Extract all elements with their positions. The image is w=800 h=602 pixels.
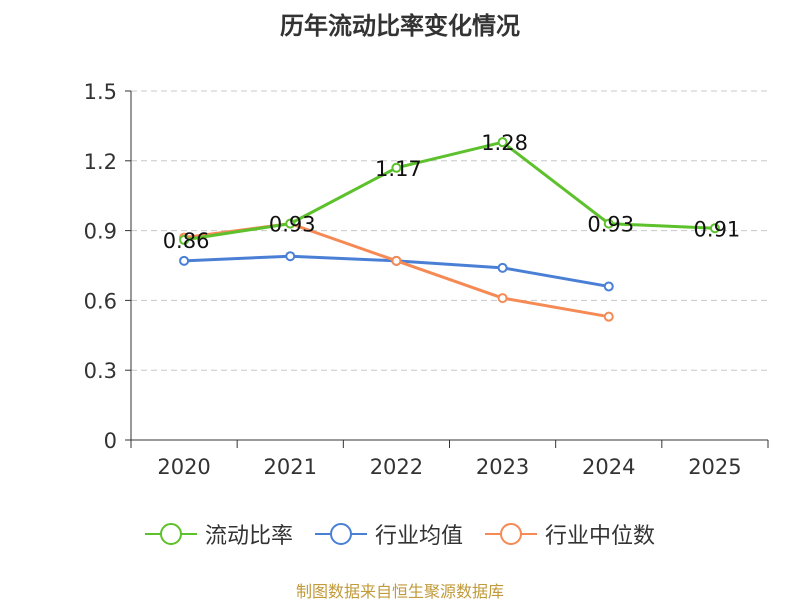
data-source-note: 制图数据来自恒生聚源数据库: [295, 582, 504, 601]
x-tick-label: 2024: [582, 455, 635, 479]
legend: 流动比率 行业均值 行业中位数: [0, 518, 800, 550]
series-line-2: [183, 222, 610, 319]
data-point: [179, 234, 190, 245]
data-label: 0.86: [163, 229, 210, 253]
y-tick-label: 0.9: [84, 220, 117, 244]
series-line-0: [183, 140, 715, 242]
data-point: [497, 137, 508, 148]
data-point: [497, 293, 508, 304]
y-tick-label: 1.2: [84, 150, 117, 174]
data-point: [391, 255, 402, 266]
y-tick-label: 0: [104, 429, 117, 453]
data-point: [603, 218, 614, 229]
data-point: [391, 162, 402, 173]
x-tick-label: 2022: [370, 455, 423, 479]
data-point: [497, 262, 508, 273]
data-label: 1.28: [481, 131, 528, 155]
legend-item-industry-median[interactable]: 行业中位数: [485, 518, 655, 550]
data-label: 1.17: [375, 157, 422, 181]
y-tick-label: 0.3: [84, 359, 117, 383]
data-point: [709, 223, 720, 234]
data-point: [285, 251, 296, 262]
chart-title: 历年流动比率变化情况: [280, 12, 520, 40]
x-tick-label: 2021: [264, 455, 317, 479]
legend-item-ratio[interactable]: 流动比率: [144, 518, 293, 550]
data-point: [179, 255, 190, 266]
x-tick-label: 2025: [688, 455, 741, 479]
legend-swatch-industry-mean: [314, 523, 367, 545]
data-label: 0.93: [587, 213, 634, 237]
data-point: [285, 218, 296, 229]
legend-label-industry-mean: 行业均值: [374, 524, 463, 549]
y-tick-label: 1.5: [84, 80, 117, 104]
x-tick-label: 2020: [157, 455, 210, 479]
legend-label-industry-median: 行业中位数: [545, 524, 656, 549]
legend-label-ratio: 流动比率: [204, 524, 293, 549]
legend-swatch-industry-median: [485, 523, 537, 545]
y-tick-label: 0.6: [84, 289, 117, 313]
x-tick-label: 2023: [476, 455, 529, 479]
legend-item-industry-mean[interactable]: 行业均值: [314, 518, 463, 550]
data-point: [603, 281, 614, 292]
legend-swatch-ratio: [144, 523, 197, 545]
data-point: [603, 311, 614, 322]
data-label: 0.93: [269, 213, 316, 237]
data-label: 0.91: [694, 217, 741, 241]
